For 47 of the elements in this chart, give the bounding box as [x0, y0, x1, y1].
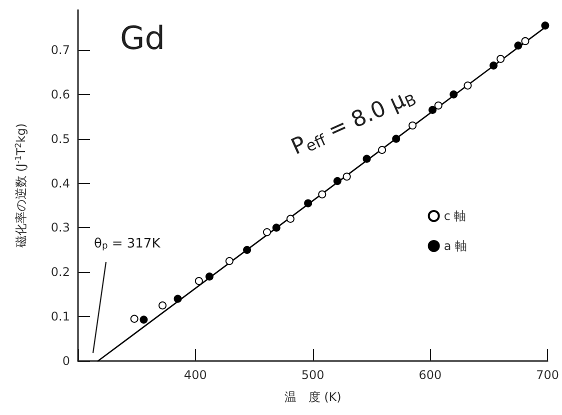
y-axis-title: 磁化率の逆数 (J-1T2kg) — [13, 123, 28, 249]
point — [450, 90, 458, 98]
point — [263, 228, 271, 236]
point — [490, 62, 498, 70]
point — [243, 246, 252, 254]
point — [408, 122, 417, 130]
y-tick-label: 0.4 — [50, 176, 70, 190]
point — [434, 102, 442, 110]
point — [174, 294, 182, 303]
point — [158, 301, 167, 310]
x-tick-label: 700 — [536, 368, 559, 382]
annotation: θp = 317K — [94, 236, 161, 252]
point — [140, 316, 148, 324]
point — [286, 214, 294, 223]
y-tick-label: 0 — [62, 354, 70, 368]
point — [225, 257, 234, 266]
point — [464, 82, 472, 90]
point — [342, 172, 351, 181]
point — [205, 272, 214, 281]
point — [304, 199, 312, 208]
legend-label: c 軸 — [444, 209, 466, 223]
point — [514, 42, 522, 50]
y-tick-label: 0.7 — [50, 42, 70, 57]
x-tick-label: 500 — [301, 368, 324, 382]
y-tick-label: 0.6 — [50, 87, 70, 102]
point — [362, 154, 371, 163]
point — [378, 146, 386, 154]
point — [194, 277, 203, 286]
y-tick-label: 0.2 — [50, 265, 70, 280]
y-tick-label: 0.5 — [50, 132, 70, 146]
y-tick-label: 0.1 — [50, 310, 70, 324]
x-tick-label: 400 — [184, 368, 207, 382]
legend-label: a 軸 — [444, 239, 468, 253]
point — [392, 134, 400, 143]
point — [272, 224, 280, 232]
point — [521, 37, 530, 46]
point — [318, 190, 326, 198]
point — [428, 106, 437, 114]
point — [130, 314, 138, 323]
point — [541, 22, 550, 30]
y-tick-label: 0.3 — [50, 220, 70, 235]
annotation: Gd — [120, 19, 166, 57]
x-tick-label: 600 — [418, 368, 442, 382]
x-axis-title: 温 度 (K) — [284, 390, 342, 404]
annotation: Peff = 8.0 μB — [288, 88, 420, 160]
point — [496, 54, 505, 63]
point — [333, 177, 342, 186]
